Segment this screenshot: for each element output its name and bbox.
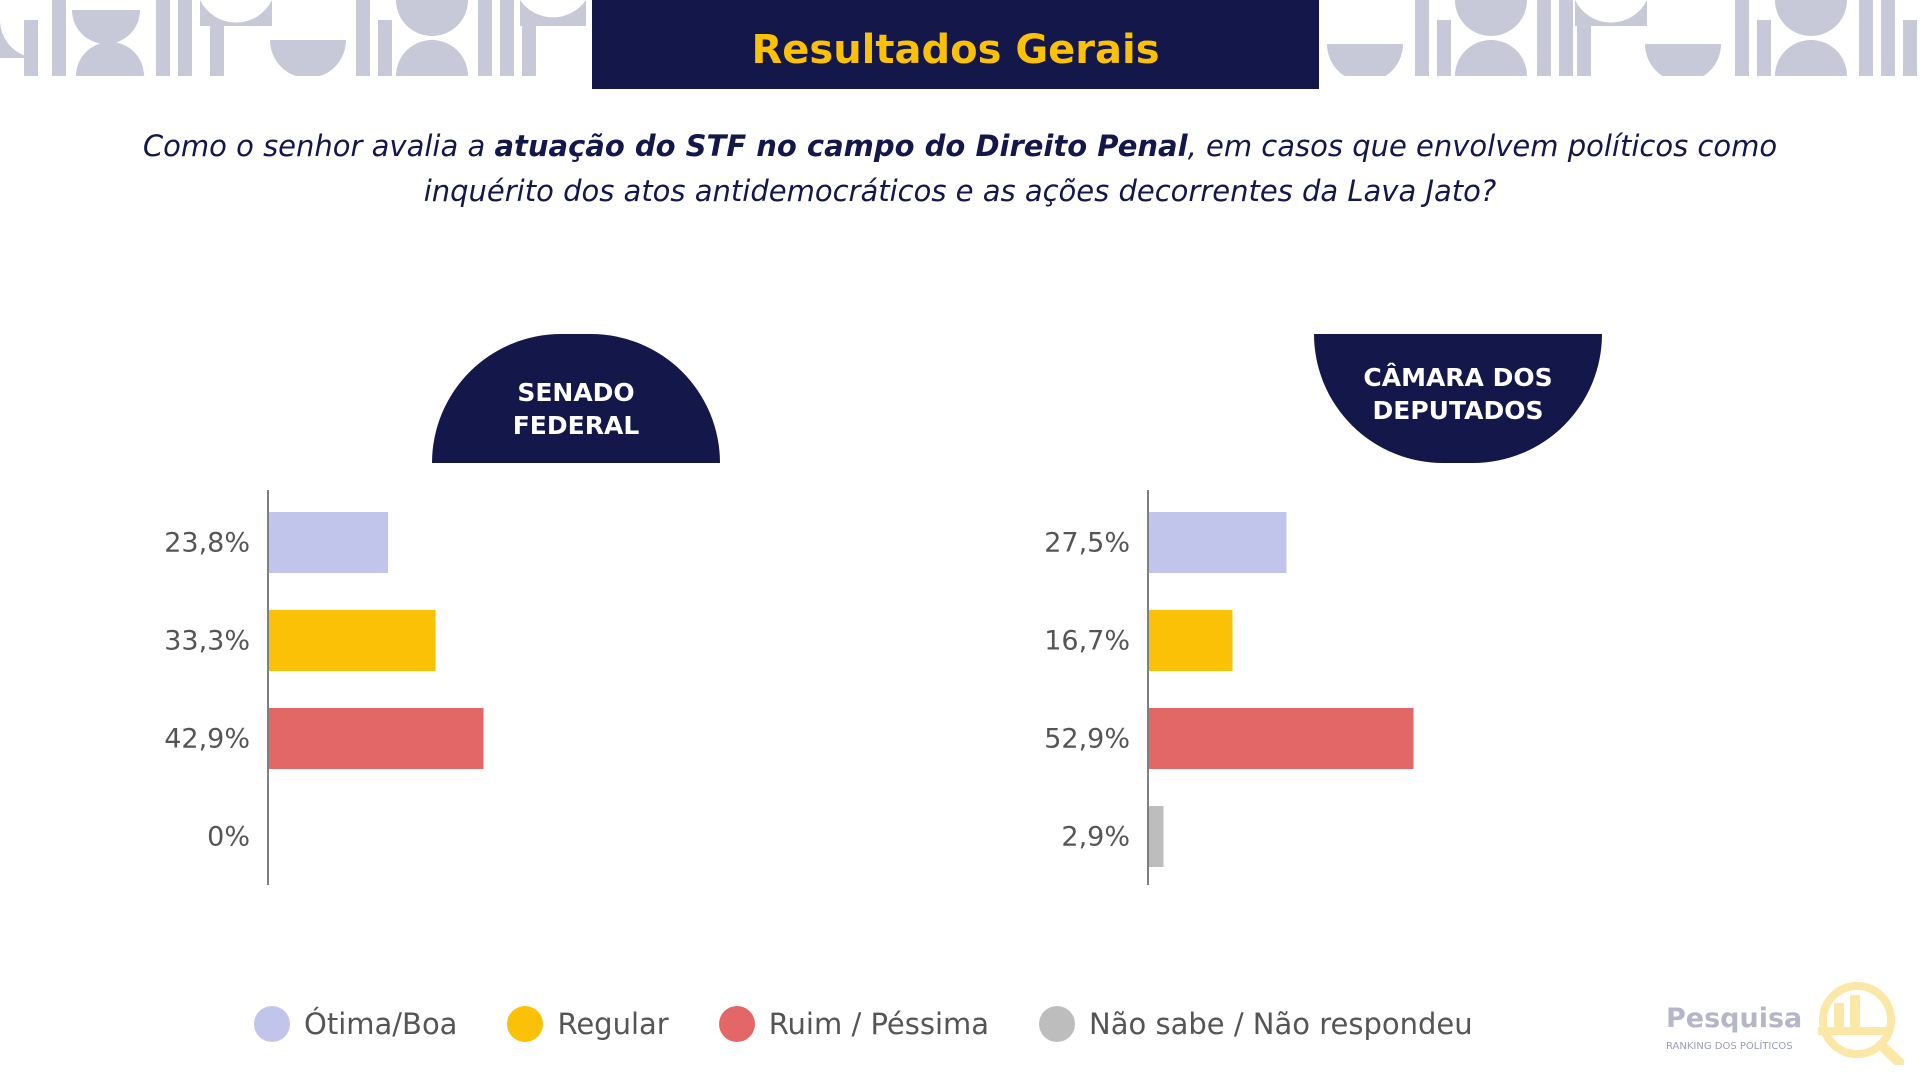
legend-swatch <box>718 1006 755 1042</box>
header-pattern-left <box>0 0 586 76</box>
title-banner: Resultados Gerais <box>592 0 1319 89</box>
bar-2 <box>1149 610 1233 671</box>
value-label-1: 23,8% <box>164 528 250 559</box>
badge-senado-line-2: FEDERAL <box>512 410 640 440</box>
badge-camara-deputados: CÂMARA DOS DEPUTADOS <box>1314 334 1602 463</box>
chart-legend: Ótima/Boa Regular Ruim / Péssima Não sabe /… <box>254 1004 1523 1044</box>
value-label-2: 16,7% <box>1044 626 1130 657</box>
bar-1 <box>269 512 388 573</box>
legend-item-1: Ótima/Boa <box>254 1006 457 1042</box>
value-label-1: 27,5% <box>1044 528 1130 559</box>
logo-subtext: RANKING DOS POLÍTICOS <box>1666 1041 1793 1052</box>
badge-senado-federal: SENADO FEDERAL <box>432 334 720 463</box>
chart-camara-deputados: 27,5% 16,7% 52,9% 2,9% <box>1044 490 1414 885</box>
value-label-3: 52,9% <box>1044 724 1130 755</box>
legend-swatch <box>1039 1006 1076 1042</box>
legend-swatch <box>254 1006 290 1042</box>
legend-swatch <box>507 1006 544 1042</box>
legend-item-4: Não sabe / Não respondeu <box>1039 1006 1473 1042</box>
bar-3 <box>1149 708 1414 769</box>
magnifier-chart-icon <box>1818 982 1904 1065</box>
value-label-2: 33,3% <box>164 626 250 657</box>
legend-item-3: Ruim / Péssima <box>718 1006 990 1042</box>
question-emphasis: atuação do STF no campo do Direito Penal <box>494 129 1188 163</box>
page-title: Resultados Gerais <box>751 26 1160 73</box>
bar-4 <box>1149 806 1164 867</box>
bar-2 <box>269 610 436 671</box>
bar-3 <box>269 708 484 769</box>
question-part-1: Como o senhor avalia a <box>142 129 495 163</box>
chart-senado-federal: 23,8% 33,3% 42,9% 0% <box>164 490 484 885</box>
value-label-4: 0% <box>207 822 250 853</box>
bar-1 <box>1149 512 1287 573</box>
legend-label: Regular <box>557 1007 669 1041</box>
badge-camara-line-1: CÂMARA DOS <box>1363 362 1553 392</box>
legend-label: Ruim / Péssima <box>768 1007 990 1041</box>
legend-label: Não sabe / Não respondeu <box>1089 1007 1473 1041</box>
badge-camara-line-2: DEPUTADOS <box>1372 395 1544 425</box>
question-part-2: , em casos que envolvem políticos como i… <box>423 129 1778 208</box>
survey-question: Como o senhor avalia a atuação do STF no… <box>140 124 1780 214</box>
value-label-4: 2,9% <box>1061 822 1130 853</box>
value-label-3: 42,9% <box>164 724 250 755</box>
logo-text: Pesquisa <box>1666 1003 1803 1034</box>
header-pattern-right <box>1327 0 1917 76</box>
pesquisa-logo: Pesquisa RANKING DOS POLÍTICOS <box>1664 975 1904 1065</box>
badge-senado-line-1: SENADO <box>517 377 635 407</box>
legend-label: Ótima/Boa <box>304 1007 458 1041</box>
legend-item-2: Regular <box>507 1006 669 1042</box>
